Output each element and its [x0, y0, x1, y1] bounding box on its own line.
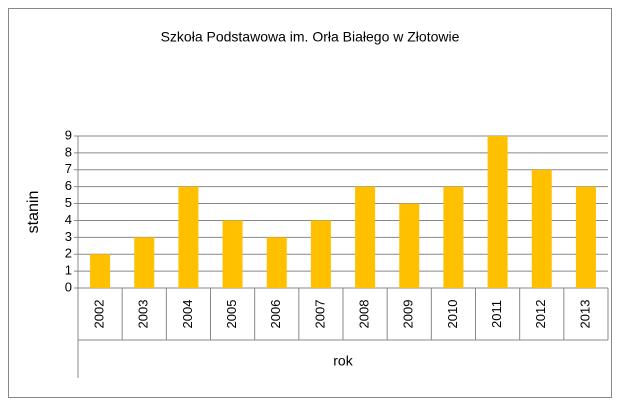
- x-tick-label: 2005: [224, 300, 239, 329]
- x-tick-label: 2009: [401, 300, 416, 329]
- chart-border: [8, 8, 612, 398]
- bar: [222, 220, 243, 288]
- bar: [443, 186, 464, 288]
- y-tick-label: 2: [65, 246, 72, 261]
- bar: [134, 237, 155, 288]
- y-tick-label: 9: [65, 127, 72, 142]
- x-tick-label: 2010: [445, 300, 460, 329]
- y-tick-label: 7: [65, 161, 72, 176]
- bar: [575, 186, 596, 288]
- x-tick-label: 2012: [533, 300, 548, 329]
- y-axis-label: stanin: [25, 191, 42, 234]
- y-tick-label: 3: [65, 229, 72, 244]
- x-tick-label: 2013: [577, 300, 592, 329]
- bar: [310, 220, 331, 288]
- bar: [355, 186, 376, 288]
- x-tick-label: 2004: [180, 300, 195, 329]
- bar: [531, 169, 552, 288]
- x-tick-label: 2006: [268, 300, 283, 329]
- bar: [399, 203, 420, 288]
- bar: [178, 186, 199, 288]
- chart-title: Szkoła Podstawowa im. Orła Białego w Zło…: [161, 29, 460, 45]
- bar: [487, 136, 508, 288]
- x-tick-label: 2007: [312, 300, 327, 329]
- x-axis-label: rok: [333, 353, 353, 369]
- x-tick-label: 2003: [136, 300, 151, 329]
- x-tick-label: 2008: [357, 300, 372, 329]
- bar: [90, 254, 111, 288]
- y-tick-label: 5: [65, 195, 72, 210]
- bar: [266, 237, 287, 288]
- y-tick-label: 6: [65, 178, 72, 193]
- y-tick-label: 8: [65, 144, 72, 159]
- y-tick-label: 1: [65, 263, 72, 278]
- x-tick-label: 2011: [489, 300, 504, 328]
- y-tick-label: 4: [65, 212, 72, 227]
- x-tick-label: 2002: [92, 300, 107, 329]
- y-tick-label: 0: [65, 279, 72, 294]
